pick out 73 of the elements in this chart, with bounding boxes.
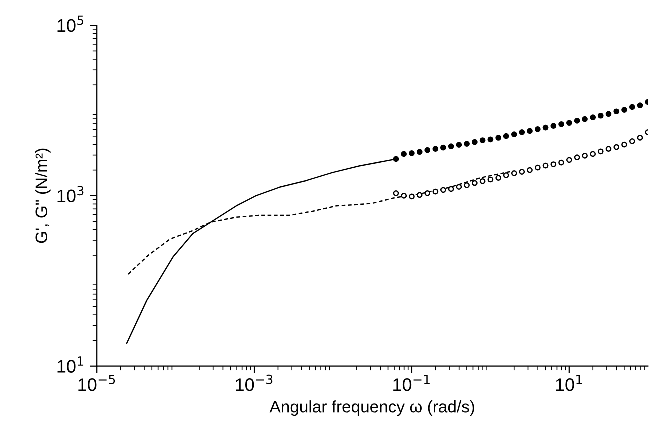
point	[393, 190, 400, 196]
y-tick-label: 10$^{5}$	[58, 16, 84, 32]
point	[511, 170, 518, 176]
point	[472, 180, 478, 186]
point	[440, 144, 446, 151]
point	[448, 144, 454, 150]
point	[614, 108, 620, 115]
point	[488, 176, 494, 183]
point	[480, 138, 486, 144]
x-tick-label: 10$^{−3}$	[236, 374, 273, 392]
point	[416, 149, 423, 156]
point	[393, 156, 400, 162]
point	[432, 188, 439, 195]
y-axis-title: G', G" (N/m²)	[35, 148, 51, 244]
point	[519, 169, 526, 175]
point	[614, 144, 620, 150]
point	[456, 184, 462, 190]
point	[432, 146, 439, 152]
point	[519, 130, 526, 136]
point	[496, 135, 502, 141]
point	[424, 190, 431, 196]
point	[558, 121, 564, 128]
point	[527, 128, 533, 134]
point	[566, 120, 572, 126]
point	[574, 154, 580, 161]
point	[503, 133, 510, 140]
point	[637, 135, 644, 141]
point	[598, 148, 604, 155]
point	[606, 111, 612, 118]
point	[496, 175, 502, 182]
point	[629, 138, 636, 144]
point	[582, 116, 588, 122]
x-axis-title: Angular frequency ω (rad/s)	[270, 400, 474, 416]
point	[472, 139, 478, 146]
point	[409, 194, 415, 200]
point	[401, 151, 408, 158]
point	[542, 162, 549, 169]
x-tick-label: 10$^{1}$	[556, 375, 582, 392]
point	[511, 132, 518, 138]
point	[598, 112, 604, 119]
point	[637, 102, 644, 109]
point	[409, 150, 415, 156]
point	[606, 146, 612, 152]
point	[558, 160, 564, 166]
point	[534, 126, 541, 132]
point	[527, 167, 533, 174]
point	[550, 123, 557, 130]
point	[550, 162, 557, 168]
point	[590, 151, 596, 158]
point	[464, 182, 470, 188]
point	[542, 124, 549, 131]
point	[622, 107, 628, 113]
point	[416, 192, 423, 198]
point	[622, 142, 628, 148]
point	[566, 157, 572, 164]
point	[590, 114, 596, 120]
point	[401, 193, 408, 199]
y-tick-label: 10$^{1}$	[58, 356, 84, 373]
point	[480, 178, 486, 184]
point	[574, 118, 580, 124]
point	[456, 142, 462, 148]
point	[503, 172, 510, 178]
point	[629, 104, 636, 110]
point	[488, 136, 494, 143]
point	[534, 164, 541, 171]
y-tick-label: 10$^{3}$	[58, 186, 84, 203]
x-tick-label: 10$^{−1}$	[394, 375, 430, 392]
point	[440, 187, 446, 194]
point	[582, 153, 588, 159]
x-tick-label: 10$^{−5}$	[78, 375, 116, 392]
point	[448, 186, 454, 192]
point	[464, 141, 470, 147]
point	[424, 147, 431, 154]
